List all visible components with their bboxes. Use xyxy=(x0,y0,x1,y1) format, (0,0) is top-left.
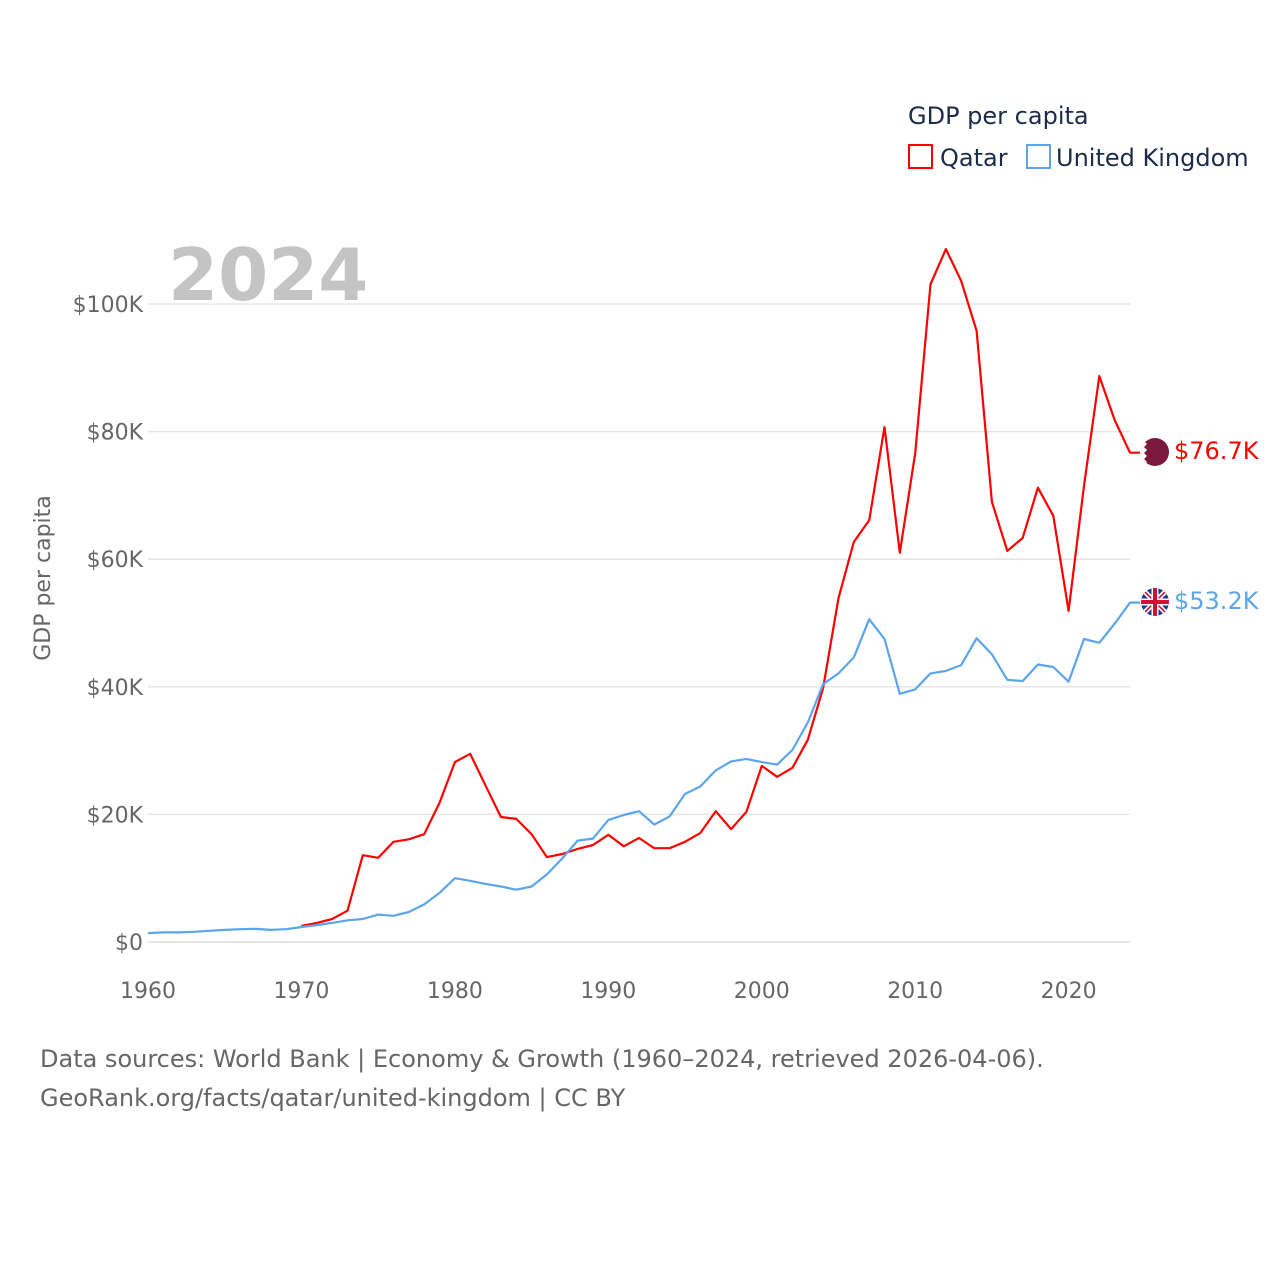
year-label: 2024 xyxy=(168,233,368,317)
legend-item-qatar[interactable]: Qatar xyxy=(908,144,1008,172)
legend-swatch xyxy=(1026,144,1051,169)
uk-end-label: $53.2K xyxy=(1174,587,1260,615)
x-tick-label: 2010 xyxy=(887,979,943,1004)
legend-swatch xyxy=(908,144,933,169)
y-tick-label: $60K xyxy=(87,548,144,573)
x-tick-label: 1960 xyxy=(120,979,176,1004)
y-tick-label: $0 xyxy=(115,931,143,956)
y-tick-label: $20K xyxy=(87,803,144,828)
x-tick-label: 1990 xyxy=(580,979,636,1004)
y-tick-label: $80K xyxy=(87,421,144,446)
y-axis-label: GDP per capita xyxy=(31,495,56,661)
legend-label: Qatar xyxy=(940,144,1008,172)
y-tick-label: $40K xyxy=(87,676,144,701)
x-tick-label: 1980 xyxy=(427,979,483,1004)
legend-title: GDP per capita xyxy=(908,102,1089,130)
legend-label: United Kingdom xyxy=(1056,144,1249,172)
data-source-text: Data sources: World Bank | Economy & Gro… xyxy=(40,1045,1044,1073)
qatar-flag-icon xyxy=(1141,438,1169,466)
x-tick-label: 2020 xyxy=(1041,979,1097,1004)
attribution-link[interactable]: GeoRank.org/facts/qatar/united-kingdom |… xyxy=(40,1084,626,1112)
qatar-end-label: $76.7K xyxy=(1174,437,1260,465)
y-tick-label: $100K xyxy=(73,293,144,318)
legend-item-united-kingdom[interactable]: United Kingdom xyxy=(1026,144,1249,172)
series-line-united-kingdom xyxy=(147,601,1140,935)
uk-flag-icon xyxy=(1141,588,1169,616)
series-line-qatar xyxy=(301,248,1140,928)
x-tick-label: 2000 xyxy=(734,979,790,1004)
line-chart: $0 $20K $40K $60K $80K $100K 1960 1970 1980 1990… xyxy=(31,102,1260,1004)
x-tick-label: 1970 xyxy=(273,979,329,1004)
